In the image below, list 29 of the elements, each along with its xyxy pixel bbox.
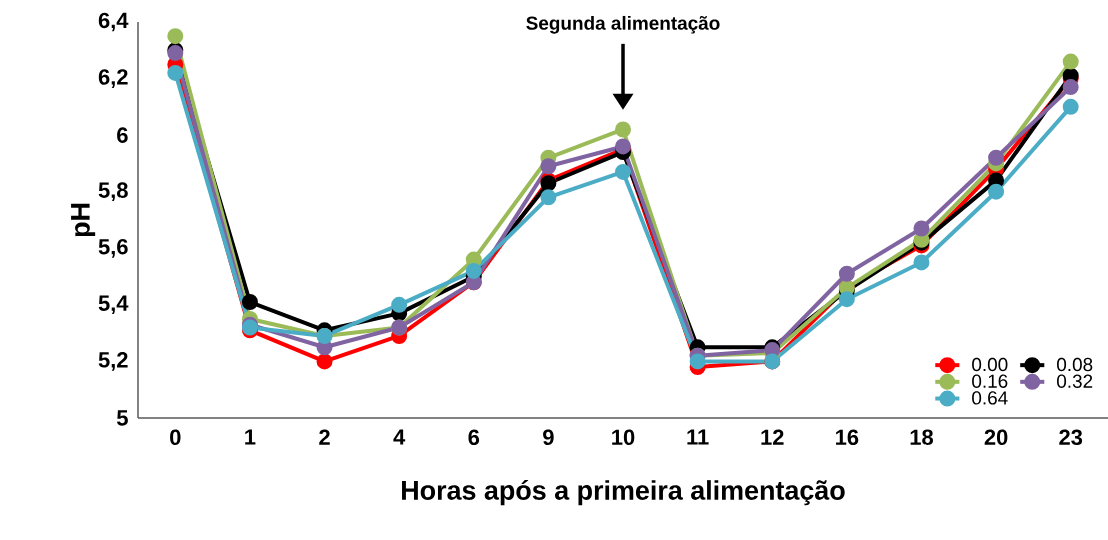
legend-label: 0.16 (972, 374, 1008, 388)
x-tick-label: 2 (319, 429, 330, 445)
y-tick-label: 5,4 (98, 295, 129, 315)
legend-label: 0.00 (972, 357, 1008, 372)
x-tick-label: 16 (836, 429, 859, 446)
x-tick-label: 12 (761, 429, 784, 445)
x-tick-label: 4 (393, 429, 406, 445)
x-tick-label: 9 (543, 429, 554, 446)
legend-label: 0.32 (1057, 374, 1093, 388)
y-axis-title: pH (71, 203, 96, 237)
y-tick-label: 5,8 (98, 182, 128, 202)
x-tick-label: 10 (612, 429, 635, 446)
y-tick-label: 6,2 (98, 69, 128, 88)
y-tick-label: 5 (116, 410, 128, 426)
legend-label: 0.08 (1057, 357, 1093, 372)
y-tick-label: 6 (117, 127, 128, 143)
x-tick-label: 20 (984, 429, 1008, 446)
x-tick-label: 11 (687, 429, 709, 445)
x-axis-title: Horas após a primeira alimentação (402, 479, 845, 506)
y-tick-label: 6,4 (98, 12, 129, 32)
y-tick-label: 5,2 (98, 352, 128, 371)
x-tick-label: 6 (468, 429, 480, 446)
x-tick-label: 0 (170, 429, 181, 446)
annotation: Segunda alimentação (526, 15, 720, 34)
legend-label: 0.64 (972, 391, 1008, 405)
y-tick-label: 5,6 (98, 238, 128, 258)
x-tick-label: 1 (245, 429, 256, 445)
x-tick-label: 18 (910, 429, 933, 446)
x-tick-label: 23 (1059, 429, 1083, 446)
